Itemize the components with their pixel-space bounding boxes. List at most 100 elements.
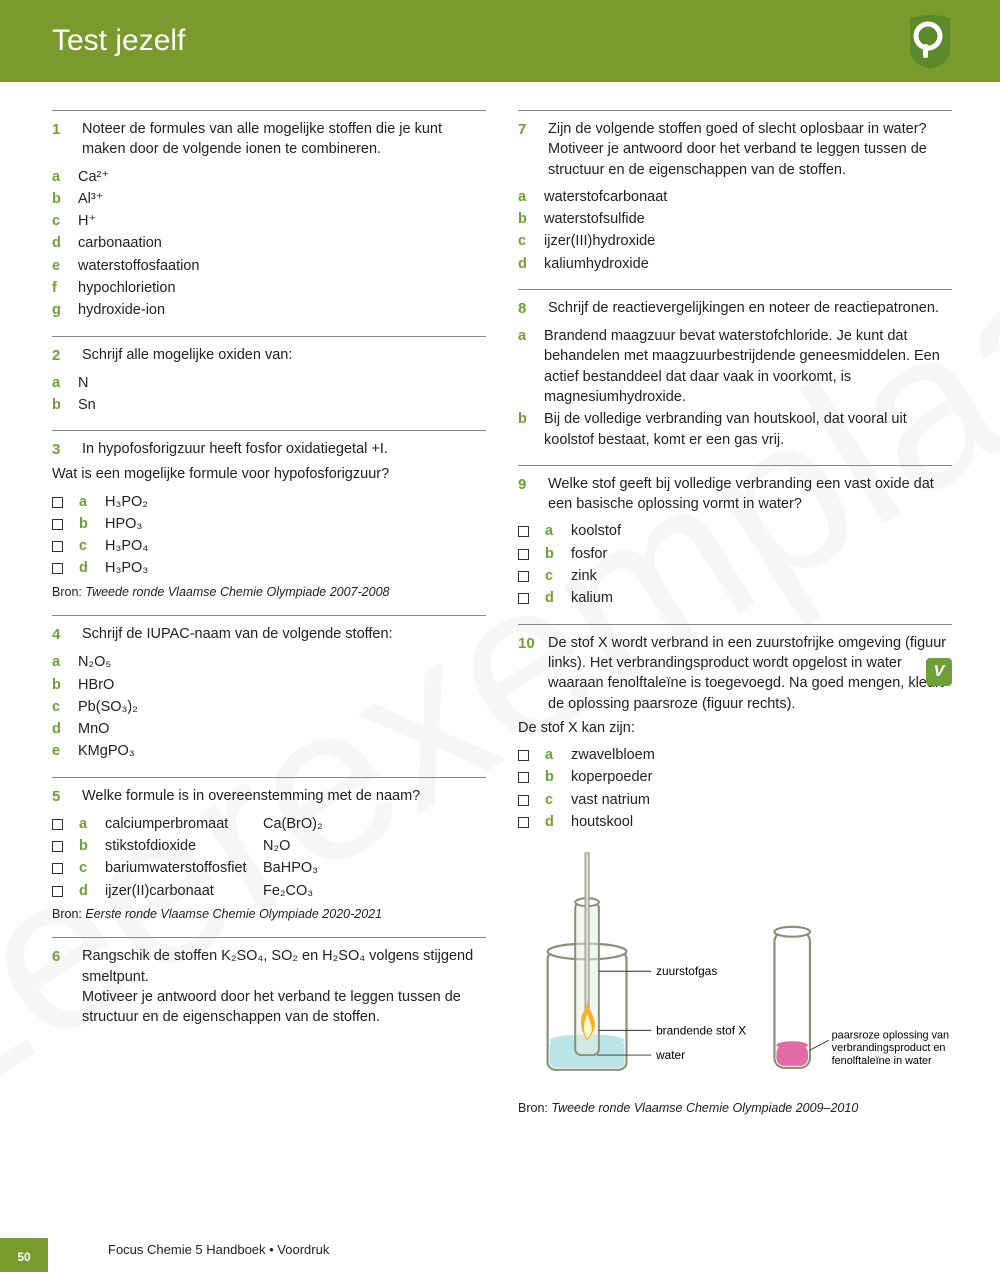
q10-opt-b-letter: b [545,767,561,787]
q9-checkbox-b[interactable] [518,549,529,560]
q4-opt-c-letter: c [52,697,68,717]
q1-opt-g: hydroxide-ion [78,300,486,320]
q7-opt-b: waterstofsulfide [544,209,952,229]
publisher-badge-icon [906,14,954,70]
q7-opt-d: kaliumhydroxide [544,254,952,274]
q7-opt-d-letter: d [518,254,534,274]
q4-opt-d-letter: d [52,719,68,739]
q3-opt-a-letter: a [79,492,95,512]
q1-opt-g-letter: g [52,300,68,320]
question-8: 8 Schrijf de reactievergelijkingen en no… [518,289,952,465]
q9-opt-b: fosfor [571,544,952,564]
question-4: 4 Schrijf de IUPAC-naam van de volgende … [52,615,486,776]
q6-number: 6 [52,946,70,1027]
q10-checkbox-a[interactable] [518,750,529,761]
verdieping-badge-icon: V [926,658,952,686]
q4-opt-d: MnO [78,719,486,739]
footer-text: Focus Chemie 5 Handboek • Voordruk [108,1241,329,1259]
q3-checkbox-b[interactable] [52,519,63,530]
q10-figure: zuurstofgas brandende stof X water paars… [518,843,952,1096]
left-column: 1 Noteer de formules van alle mogelijke … [52,110,486,1132]
q3-checkbox-a[interactable] [52,497,63,508]
q3-opt-b-letter: b [79,514,95,534]
q9-opt-a-letter: a [545,521,561,541]
q1-opt-c: H⁺ [78,211,486,231]
q1-opt-c-letter: c [52,211,68,231]
experiment-diagram: zuurstofgas brandende stof X water paars… [518,843,952,1090]
q9-checkbox-c[interactable] [518,571,529,582]
q9-checkbox-d[interactable] [518,593,529,604]
page-header: Test jezelf [0,0,1000,82]
q5-opt-c-letter: c [79,858,95,878]
q9-checkbox-a[interactable] [518,526,529,537]
q9-number: 9 [518,474,536,515]
q4-opt-c: Pb(SO₃)₂ [78,697,486,717]
question-5: 5 Welke formule is in overeenstemming me… [52,777,486,938]
q10-checkbox-c[interactable] [518,795,529,806]
q8-text: Schrijf de reactievergelijkingen en note… [548,298,952,319]
q9-opt-b-letter: b [545,544,561,564]
q2-text: Schrijf alle mogelijke oxiden van: [82,345,486,366]
page-footer: 50 Focus Chemie 5 Handboek • Voordruk [0,1238,1000,1272]
q4-opt-b-letter: b [52,675,68,695]
q5-checkbox-a[interactable] [52,819,63,830]
q2-opt-b: Sn [78,395,486,415]
q1-opt-e: waterstoffosfaation [78,256,486,276]
q5-checkbox-d[interactable] [52,886,63,897]
q7-number: 7 [518,119,536,180]
q4-opt-b: HBrO [78,675,486,695]
q7-text: Zijn de volgende stoffen goed of slecht … [548,119,952,180]
q4-opt-a-letter: a [52,652,68,672]
q10-opt-d: houtskool [571,812,952,832]
q9-text: Welke stof geeft bij volledige verbrandi… [548,474,952,515]
q3-text: In hypofosforigzuur heeft fosfor oxidati… [82,439,486,460]
q8-opt-b-letter: b [518,409,534,429]
q5-opt-b-letter: b [79,836,95,856]
fig-label-solution-2: verbrandingsproduct en [832,1042,946,1054]
fig-label-solution-1: paarsroze oplossing van [832,1030,949,1042]
q7-opt-c: ijzer(III)hydroxide [544,231,952,251]
q9-opt-d: kalium [571,588,952,608]
q10-checkbox-b[interactable] [518,772,529,783]
q10-opt-d-letter: d [545,812,561,832]
question-7: 7 Zijn de volgende stoffen goed of slech… [518,110,952,289]
q2-opt-a-letter: a [52,373,68,393]
q3-opt-d: H₃PO₃ [105,558,486,578]
q10-text: De stof X wordt verbrand in een zuurstof… [548,633,952,714]
q3-opt-d-letter: d [79,558,95,578]
question-9: 9 Welke stof geeft bij volledige verbran… [518,465,952,624]
q3-checkbox-c[interactable] [52,541,63,552]
q1-opt-f-letter: f [52,278,68,298]
q8-opt-a-letter: a [518,326,534,346]
question-2: 2 Schrijf alle mogelijke oxiden van: aN … [52,336,486,431]
q3-subtext: Wat is een mogelijke formule voor hypofo… [52,464,486,484]
q10-checkbox-d[interactable] [518,817,529,828]
q10-opt-c: vast natrium [571,790,952,810]
q1-opt-e-letter: e [52,256,68,276]
q2-number: 2 [52,345,70,366]
q3-checkbox-d[interactable] [52,563,63,574]
fig-label-water: water [655,1048,685,1062]
q3-source: Bron: Tweede ronde Vlaamse Chemie Olympi… [52,584,486,602]
q10-subtext: De stof X kan zijn: [518,718,952,738]
q10-opt-a: zwavelbloem [571,745,952,765]
q5-opt-a-letter: a [79,814,95,834]
q9-opt-a: koolstof [571,521,952,541]
q8-opt-b: Bij de volledige verbranding van houtsko… [544,409,952,450]
q2-opt-a: N [78,373,486,393]
q1-opt-a: Ca²⁺ [78,167,486,187]
q4-text: Schrijf de IUPAC-naam van de volgende st… [82,624,486,645]
q2-opt-b-letter: b [52,395,68,415]
q1-opt-b-letter: b [52,189,68,209]
q4-opt-e: KMgPO₃ [78,741,486,761]
q5-checkbox-b[interactable] [52,841,63,852]
question-3: 3 In hypofosforigzuur heeft fosfor oxida… [52,430,486,615]
q1-opt-d-letter: d [52,233,68,253]
q1-opt-b: Al³⁺ [78,189,486,209]
question-10: 10 De stof X wordt verbrand in een zuurs… [518,624,952,1132]
q10-opt-c-letter: c [545,790,561,810]
q5-checkbox-c[interactable] [52,863,63,874]
q7-opt-b-letter: b [518,209,534,229]
q1-opt-d: carbonaation [78,233,486,253]
q5-source: Bron: Eerste ronde Vlaamse Chemie Olympi… [52,906,486,924]
